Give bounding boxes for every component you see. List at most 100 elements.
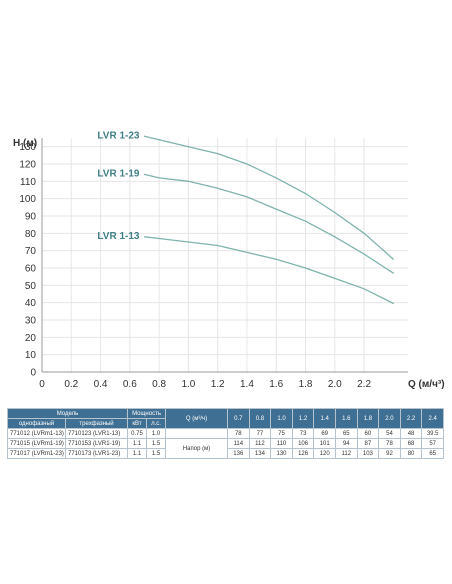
x-tick-label: 2.2 — [357, 379, 371, 390]
head-value: 87 — [356, 438, 380, 449]
chart-grid — [42, 138, 408, 372]
series-point — [217, 187, 219, 189]
power-kw: 1.1 — [127, 448, 148, 459]
x-tick-label: 0.8 — [152, 379, 166, 390]
y-tick-label: 40 — [25, 298, 37, 309]
q-spacer — [165, 428, 229, 439]
chart-series: LVR 1-23 LVR 1-19 LVR 1-13 — [97, 130, 394, 305]
table-header-row-1: Модель Мощность Q (м³/ч) 0.7 0.8 1.0 1.2… — [6, 408, 444, 429]
q-value-header: 2.2 — [399, 408, 423, 429]
table-row: 771017 (LVRm1-23) 7710173 (LVR1-23) 1.1 1.5… — [7, 448, 444, 459]
head-value: 69 — [313, 428, 336, 439]
x-tick-label: 1.4 — [240, 379, 254, 390]
x-tick-label: 0.6 — [123, 379, 137, 390]
series-point — [304, 267, 307, 269]
series-point — [392, 302, 394, 305]
y-tick-label: 30 — [25, 316, 37, 327]
y-tick-label: 10 — [25, 350, 37, 361]
series-point — [187, 180, 189, 182]
x-tick-label: 1.8 — [299, 379, 313, 390]
power-hp: 1.5 — [146, 438, 167, 449]
head-value: 57 — [421, 438, 444, 449]
series-point — [217, 153, 219, 155]
head-label: Напор (м) — [165, 438, 229, 459]
y-tick-label: 0 — [30, 368, 36, 379]
head-value: 92 — [378, 448, 401, 459]
y-tick-label: 50 — [25, 281, 37, 292]
head-value: 77 — [248, 428, 272, 439]
series-point — [275, 177, 277, 179]
head-value: 78 — [378, 438, 401, 449]
series-point — [158, 177, 160, 179]
table-row: 771015 (LVRm1-19) 7710153 (LVR1-19) 1.1 1.5… — [7, 438, 444, 459]
q-value-header: 1.6 — [334, 408, 358, 429]
q-value-header: 1.4 — [313, 408, 336, 429]
head-value: 39.5 — [421, 428, 444, 439]
power-header: Мощность — [127, 408, 167, 419]
three-phase-header: трехфазный — [64, 418, 129, 429]
series-point — [275, 258, 277, 260]
series-point — [334, 211, 336, 214]
y-tick-label: 70 — [25, 246, 37, 257]
q-value-header: 2.4 — [421, 408, 444, 429]
x-tick-label: 1.2 — [211, 379, 225, 390]
power-hp: 1.5 — [146, 448, 167, 459]
head-value: 75 — [270, 428, 293, 439]
head-value: 65 — [421, 448, 444, 459]
q-value-header: 2.0 — [378, 408, 401, 429]
series-point — [143, 236, 146, 238]
table-header-row-2: однофазный трехфазный кВт л.с. — [7, 418, 444, 429]
head-value: 101 — [313, 438, 336, 449]
three-phase-model: 7710153 (LVR1-19) — [64, 438, 129, 449]
head-value: 130 — [270, 448, 293, 459]
x-tick-label: 1.0 — [181, 379, 195, 390]
chart-ticks: 0 0.2 0.4 0.6 0.8 1.0 1.2 1.4 1.6 1.8 2.0 2.2 0 10 20 3… — [19, 142, 371, 390]
series-point — [363, 288, 365, 290]
chart-axes — [41, 138, 408, 373]
series-point — [158, 237, 160, 240]
x-tick-label: 2.0 — [328, 379, 342, 390]
head-value: 54 — [378, 428, 401, 439]
model-header: Модель — [6, 408, 129, 419]
head-value: 112 — [334, 448, 358, 459]
head-value: 94 — [334, 438, 358, 449]
head-value: 136 — [227, 448, 250, 459]
q-value-header: 0.7 — [227, 408, 250, 429]
series-point — [363, 253, 365, 255]
series-point — [392, 258, 394, 260]
kw-header: кВт — [127, 418, 148, 429]
hp-header: л.с. — [146, 418, 167, 429]
head-value: 126 — [291, 448, 315, 459]
y-tick-label: 130 — [19, 142, 36, 153]
head-value: 106 — [291, 438, 315, 449]
head-value: 80 — [399, 448, 423, 459]
q-value-header: 1.0 — [270, 408, 293, 429]
spec-table: Модель Мощность Q (м³/ч) 0.7 0.8 1.0 1.2… — [6, 408, 444, 459]
single-phase-model: 771012 (LVRm1-13) — [7, 428, 66, 439]
y-tick-label: 60 — [25, 264, 37, 275]
series-label: LVR 1-13 — [97, 231, 139, 242]
q-value-header: 0.8 — [248, 408, 272, 429]
series-point — [187, 146, 189, 148]
y-tick-label: 120 — [19, 160, 36, 171]
power-kw: 0.75 — [127, 428, 148, 439]
x-tick-label: 1.6 — [269, 379, 283, 390]
q-value-header: 1.8 — [356, 408, 380, 429]
head-value: 60 — [356, 428, 380, 439]
series-point — [143, 135, 146, 137]
head-value: 78 — [227, 428, 250, 439]
head-value: 120 — [313, 448, 336, 459]
head-value: 73 — [291, 428, 315, 439]
head-value: 134 — [248, 448, 272, 459]
single-phase-model: 771017 (LVRm1-23) — [7, 448, 66, 459]
series-point — [187, 241, 189, 243]
series-point — [246, 196, 248, 198]
power-hp: 1.0 — [146, 428, 167, 439]
series-point — [246, 251, 248, 253]
q-value-header: 1.2 — [291, 408, 315, 429]
head-value: 48 — [399, 428, 423, 439]
y-axis-title: H (м) — [13, 138, 37, 149]
head-value: 65 — [334, 428, 358, 439]
y-tick-label: 110 — [20, 177, 36, 188]
series-point — [275, 208, 277, 210]
